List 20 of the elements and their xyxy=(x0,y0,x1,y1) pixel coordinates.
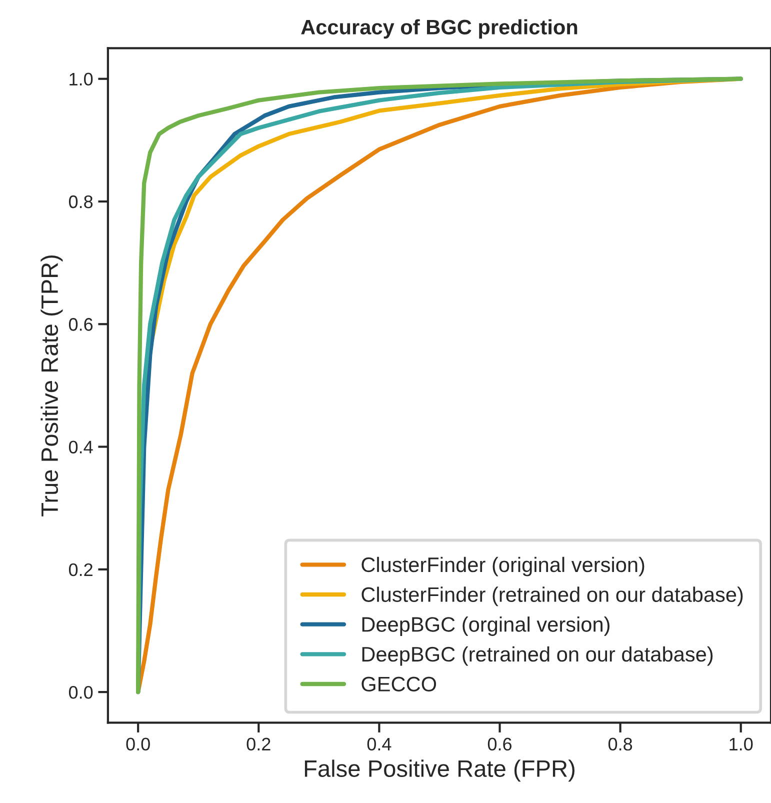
y-tick-label: 0.0 xyxy=(68,686,93,699)
legend-label: ClusterFinder (original version) xyxy=(362,556,644,576)
legend-label: GECCO xyxy=(362,676,436,692)
legend-label: ClusterFinder (retrained on our database) xyxy=(362,586,743,606)
x-tick-label: 0.8 xyxy=(608,738,632,751)
y-tick-label: 0.2 xyxy=(68,563,92,576)
y-tick-label: 0.4 xyxy=(68,440,93,454)
x-axis-title: False Positive Rate (FPR) xyxy=(304,760,574,782)
y-tick-label: 0.6 xyxy=(68,318,93,331)
legend-label: DeepBGC (orginal version) xyxy=(362,616,610,636)
y-tick-label: 0.8 xyxy=(68,195,93,208)
x-tick-label: 0.0 xyxy=(126,738,150,751)
y-axis-title: True Positive Rate (TPR) xyxy=(40,255,63,516)
x-tick-label: 1.0 xyxy=(730,738,753,751)
x-tick-label: 0.6 xyxy=(488,738,512,751)
legend-label: DeepBGC (retrained on our database) xyxy=(362,646,713,666)
chart-title: Accuracy of BGC prediction xyxy=(301,19,578,39)
x-tick-label: 0.4 xyxy=(367,738,392,751)
y-tick-label: 1.0 xyxy=(70,72,93,86)
x-tick-label: 0.2 xyxy=(246,738,270,751)
